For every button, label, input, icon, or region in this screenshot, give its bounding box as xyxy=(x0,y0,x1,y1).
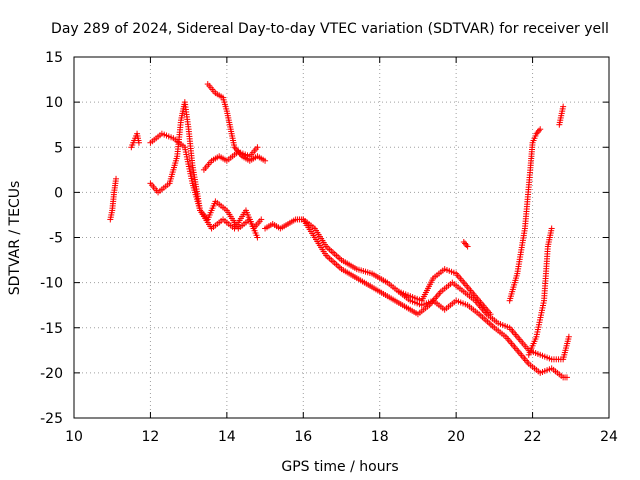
data-point-0 xyxy=(113,175,120,182)
y-axis-label: SDTVAR / TECUs xyxy=(7,181,23,296)
data-point-3 xyxy=(254,234,261,241)
x-tick-label: 10 xyxy=(65,429,83,445)
data-points xyxy=(107,81,572,381)
y-tick-label: -25 xyxy=(40,411,63,427)
y-tick-label: -20 xyxy=(40,366,63,382)
y-tick-label: -15 xyxy=(40,321,63,337)
y-tick-label: 10 xyxy=(45,95,63,111)
chart-title: Day 289 of 2024, Sidereal Day-to-day VTE… xyxy=(51,21,609,37)
x-tick-label: 22 xyxy=(524,429,542,445)
data-point-1 xyxy=(135,139,142,146)
axis-ticks: 10 12 14 16 18 20 22 24 -25 -20 -15 -10 -5 0 5 10 15 xyxy=(40,50,618,445)
y-tick-label: 15 xyxy=(45,50,63,66)
x-tick-label: 20 xyxy=(447,429,465,445)
x-tick-label: 18 xyxy=(371,429,389,445)
data-point-9 xyxy=(464,243,471,250)
data-point-10 xyxy=(537,126,544,133)
x-axis-label: GPS time / hours xyxy=(281,459,398,475)
x-tick-label: 24 xyxy=(600,429,618,445)
x-tick-label: 14 xyxy=(218,429,236,445)
y-tick-label: 5 xyxy=(54,140,63,156)
data-point-8 xyxy=(487,311,494,318)
data-point-12 xyxy=(560,103,567,110)
data-point-6 xyxy=(563,374,570,381)
x-tick-label: 16 xyxy=(294,429,312,445)
data-point-7 xyxy=(565,333,572,340)
data-point-11 xyxy=(548,225,555,232)
x-tick-label: 12 xyxy=(142,429,160,445)
y-tick-label: 0 xyxy=(54,185,63,201)
data-point-2 xyxy=(258,216,265,223)
data-point-5 xyxy=(254,144,261,151)
grid xyxy=(74,57,609,418)
data-point-4 xyxy=(262,157,269,164)
y-tick-label: -10 xyxy=(40,276,63,292)
y-tick-label: -5 xyxy=(49,231,63,247)
